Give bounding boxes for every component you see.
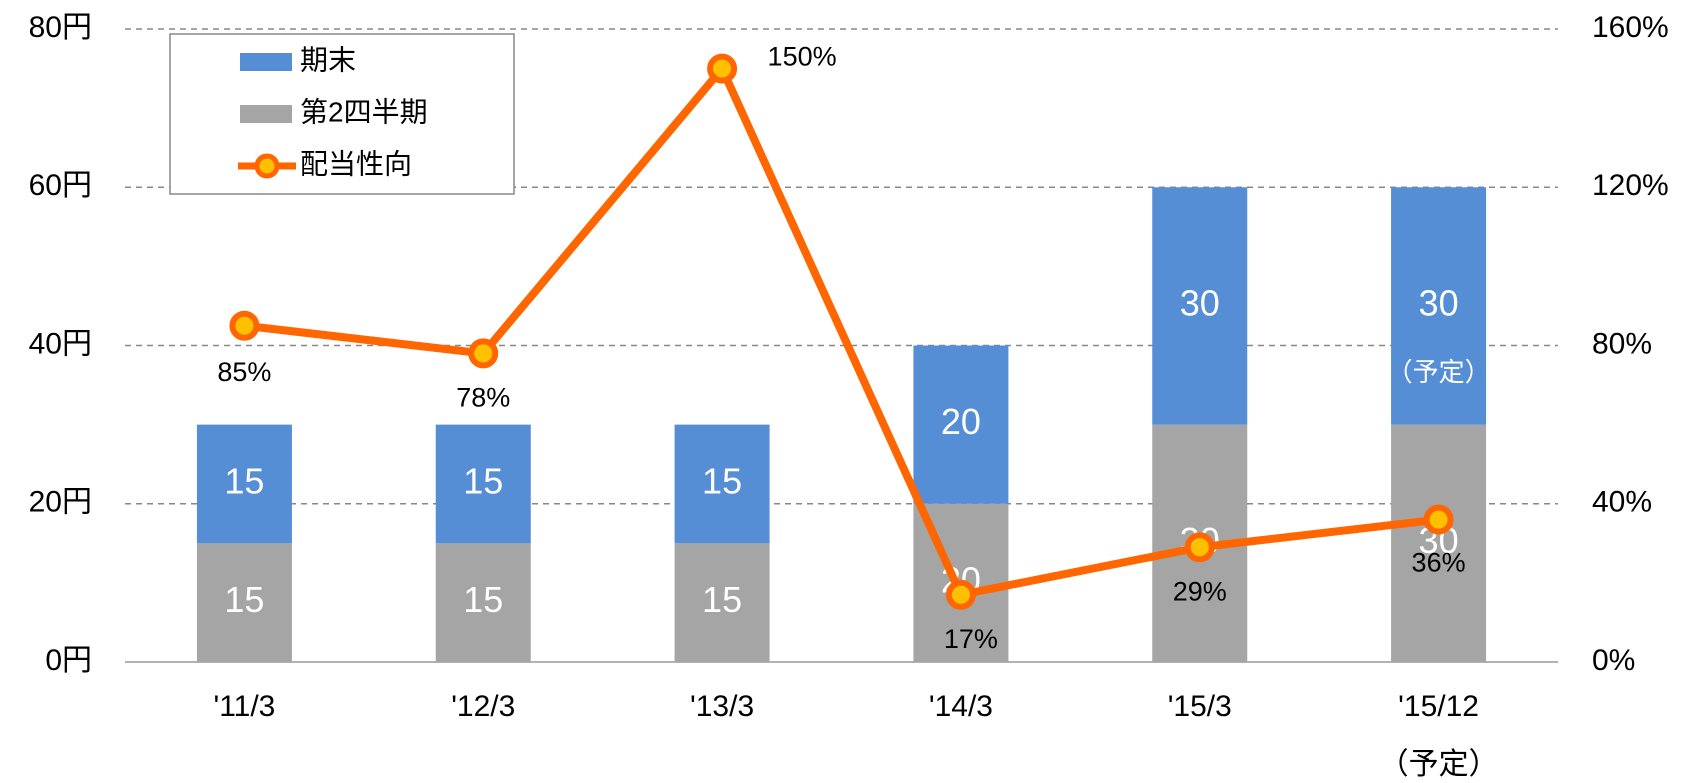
legend-label: 第2四半期 bbox=[300, 96, 428, 127]
annotation: （予定） bbox=[1387, 357, 1491, 387]
line-value-label: 29% bbox=[1173, 576, 1227, 606]
bar-segment bbox=[1152, 187, 1248, 425]
line-marker bbox=[707, 53, 738, 84]
bar-segment bbox=[674, 424, 770, 544]
legend-swatch bbox=[240, 53, 292, 71]
bar-value-label: 15 bbox=[463, 460, 503, 501]
legend-marker bbox=[254, 153, 280, 179]
bar-value-label: 15 bbox=[224, 579, 264, 620]
x-tick-label: '13/3 bbox=[690, 690, 754, 723]
bar-value-label: 15 bbox=[224, 460, 264, 501]
legend-swatch bbox=[240, 105, 292, 123]
line-marker bbox=[229, 310, 260, 341]
y2-tick-label: 120% bbox=[1592, 169, 1669, 202]
bar-value-label: 15 bbox=[702, 460, 742, 501]
bar-segment bbox=[674, 543, 770, 662]
line-value-label: 150% bbox=[768, 42, 837, 72]
bar-value-label: 15 bbox=[702, 579, 742, 620]
x-tick-label: '15/12 bbox=[1398, 690, 1479, 723]
line-value-label: 36% bbox=[1412, 548, 1466, 578]
line bbox=[243, 64, 1440, 599]
bar-segment bbox=[1391, 424, 1487, 662]
line-marker bbox=[1184, 532, 1215, 563]
line-value-label: 85% bbox=[217, 357, 271, 387]
line-value-label: 78% bbox=[456, 383, 510, 413]
y-tick-label: 0円 bbox=[45, 644, 92, 677]
bar-segment bbox=[1391, 187, 1487, 425]
bar-segment bbox=[435, 543, 531, 662]
line-value-label: 17% bbox=[944, 624, 998, 654]
y2-tick-label: 160% bbox=[1592, 11, 1669, 44]
bar-value-label: 15 bbox=[463, 579, 503, 620]
y2-tick-label: 0% bbox=[1592, 644, 1635, 677]
annotation: （予定） bbox=[1379, 748, 1499, 781]
y2-tick-label: 80% bbox=[1592, 327, 1652, 360]
bar-segment bbox=[913, 345, 1009, 504]
line-marker bbox=[468, 338, 499, 369]
bar-segment bbox=[435, 424, 531, 544]
y-tick-label: 40円 bbox=[29, 327, 92, 360]
bar-value-label: 20 bbox=[941, 401, 981, 442]
x-tick-label: '11/3 bbox=[213, 690, 275, 723]
legend-box bbox=[169, 33, 515, 195]
y-tick-label: 60円 bbox=[29, 169, 92, 202]
bar-segment bbox=[196, 424, 292, 544]
y-tick-label: 20円 bbox=[29, 486, 92, 519]
x-tick-label: '12/3 bbox=[451, 690, 515, 723]
x-tick-label: '14/3 bbox=[929, 690, 993, 723]
legend-label: 期末 bbox=[300, 44, 356, 75]
x-tick-label: '15/3 bbox=[1168, 690, 1232, 723]
bar-segment bbox=[196, 543, 292, 662]
y2-tick-label: 40% bbox=[1592, 486, 1652, 519]
line-marker bbox=[1423, 504, 1454, 535]
y-tick-label: 80円 bbox=[29, 11, 92, 44]
legend-label: 配当性向 bbox=[300, 148, 412, 179]
bar-value-label: 30 bbox=[1419, 282, 1459, 323]
line-marker bbox=[945, 579, 976, 610]
bar-value-label: 30 bbox=[1180, 282, 1220, 323]
